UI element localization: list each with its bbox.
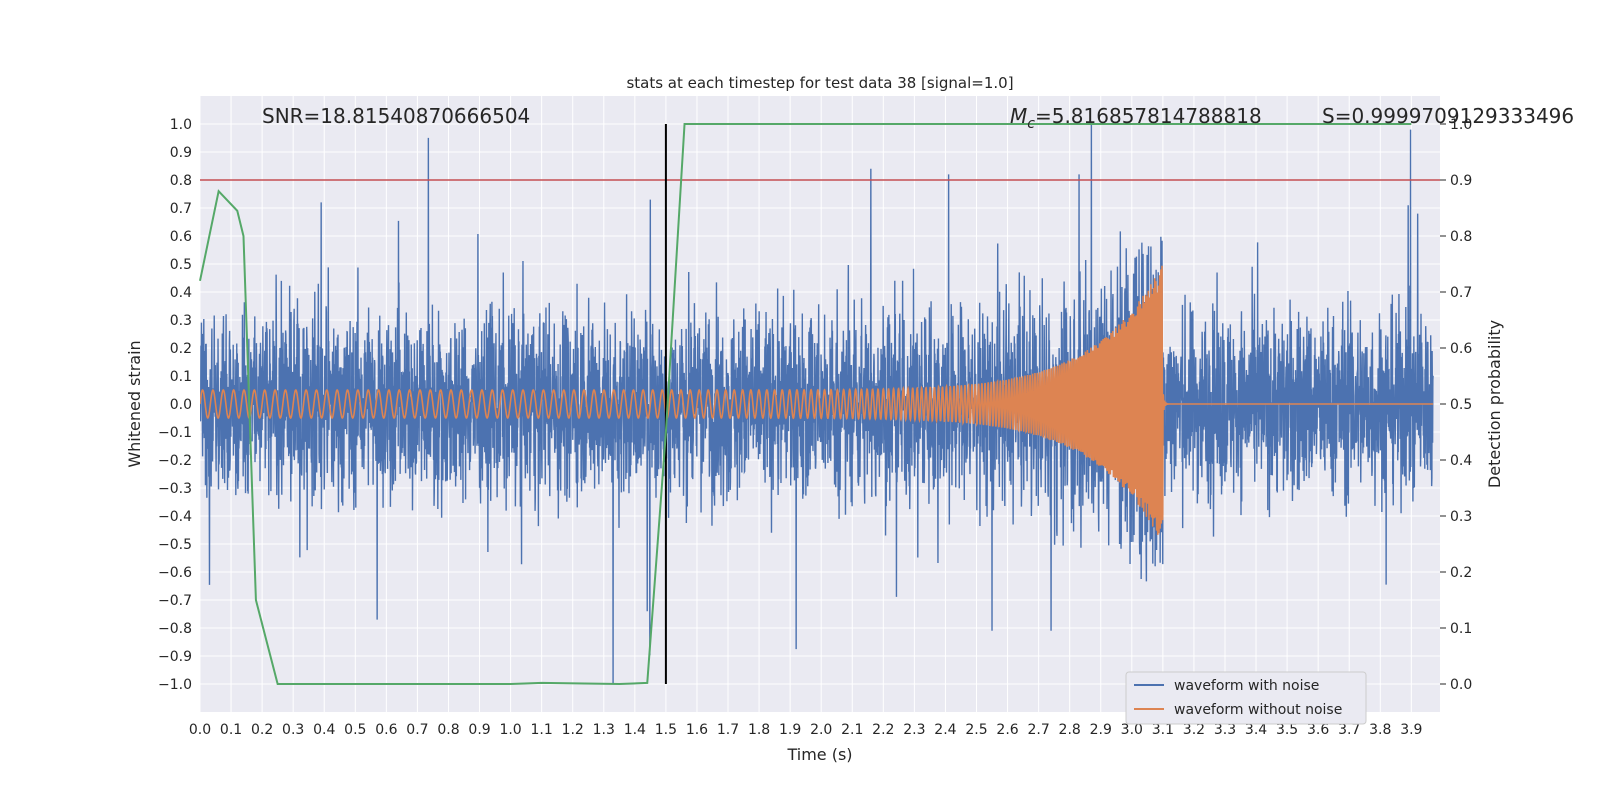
s-annotation: S=0.9999709129333496 — [1322, 104, 1574, 128]
x-tick-label: 0.3 — [282, 722, 304, 738]
x-tick-label: 0.7 — [406, 722, 428, 738]
y2-tick-label: 0.2 — [1450, 565, 1472, 581]
y-tick-label: 0.1 — [170, 369, 192, 385]
series-clean — [200, 265, 1434, 535]
mc-value: =5.816857814788818 — [1035, 104, 1262, 128]
x-tick-label: 3.4 — [1245, 722, 1267, 738]
x-tick-label: 0.4 — [313, 722, 335, 738]
y2-tick-label: 0.3 — [1450, 509, 1472, 525]
overlay — [199, 123, 1440, 686]
y-tick-label: −1.0 — [158, 677, 192, 693]
y-tick-label: 0.4 — [170, 285, 192, 301]
y-tick-label: −0.2 — [158, 453, 192, 469]
x-tick-label: 2.6 — [996, 722, 1018, 738]
x-tick-label: 2.0 — [810, 722, 832, 738]
x-tick-label: 3.3 — [1214, 722, 1236, 738]
legend-label-noise: waveform with noise — [1174, 678, 1319, 694]
x-tick-label: 0.5 — [344, 722, 366, 738]
y-tick-label: 0.0 — [170, 397, 192, 413]
x-tick-label: 3.5 — [1276, 722, 1298, 738]
y2-axis-label: Detection probability — [1485, 320, 1504, 488]
y-tick-label: −0.3 — [158, 481, 192, 497]
x-tick-label: 1.7 — [717, 722, 739, 738]
y-tick-label: 0.8 — [170, 173, 192, 189]
y2-tick-label: 0.7 — [1450, 285, 1472, 301]
y2-tick-label: 1.0 — [1450, 117, 1472, 133]
chart-title: stats at each timestep for test data 38 … — [626, 74, 1013, 92]
y2-tick-label: 0.5 — [1450, 397, 1472, 413]
x-tick-label: 0.6 — [375, 722, 397, 738]
y-tick-label: −0.9 — [158, 649, 192, 665]
x-tick-label: 0.8 — [437, 722, 459, 738]
y-tick-label: 1.0 — [170, 117, 192, 133]
y-tick-label: 0.6 — [170, 229, 192, 245]
x-tick-label: 1.2 — [562, 722, 584, 738]
x-tick-label: 3.6 — [1307, 722, 1329, 738]
y-tick-label: 0.3 — [170, 313, 192, 329]
mc-annotation: Mc=5.816857814788818 — [1010, 104, 1262, 132]
y-axis-label: Whitened strain — [125, 340, 144, 467]
x-axis-label: Time (s) — [786, 745, 852, 764]
x-tick-label: 1.0 — [499, 722, 521, 738]
y2-tick-label: 0.6 — [1450, 341, 1472, 357]
x-tick-label: 2.1 — [841, 722, 863, 738]
series-line-clean — [200, 265, 1434, 535]
axes-text: 0.0 0.1 0.2 0.3 0.4 0.5 0.6 0.7 0.8 0.9 1.0 1.1 1.2 1… — [158, 117, 1472, 738]
y-tick-label: −0.1 — [158, 425, 192, 441]
x-tick-label: 3.7 — [1338, 722, 1360, 738]
x-tick-label: 1.9 — [779, 722, 801, 738]
y2-tick-label: 0.1 — [1450, 621, 1472, 637]
x-tick-label: 2.8 — [1059, 722, 1081, 738]
y2-tick-label: 0.8 — [1450, 229, 1472, 245]
legend: waveform with noise waveform without noi… — [1125, 671, 1367, 725]
y-tick-label: 0.7 — [170, 201, 192, 217]
x-tick-label: 3.8 — [1369, 722, 1391, 738]
y-tick-label: −0.8 — [158, 621, 192, 637]
series-line-probability — [199, 123, 1412, 686]
y-tick-label: 0.2 — [170, 341, 192, 357]
x-tick-label: 2.5 — [965, 722, 987, 738]
x-tick-label: 2.7 — [1027, 722, 1049, 738]
x-tick-label: 0.1 — [220, 722, 242, 738]
x-tick-label: 0.9 — [468, 722, 490, 738]
x-tick-label: 0.2 — [251, 722, 273, 738]
mc-subscript: c — [1027, 116, 1035, 132]
x-tick-label: 0.0 — [189, 722, 211, 738]
x-tick-label: 2.3 — [903, 722, 925, 738]
y2-tick-label: 0.0 — [1450, 677, 1472, 693]
y-tick-label: 0.5 — [170, 257, 192, 273]
x-tick-label: 1.1 — [531, 722, 553, 738]
series-line-noise — [200, 123, 1434, 685]
legend-box — [1125, 671, 1367, 725]
x-tick-label: 3.1 — [1152, 722, 1174, 738]
x-tick-label: 2.9 — [1090, 722, 1112, 738]
x-tick-label: 1.8 — [748, 722, 770, 738]
x-tick-label: 3.0 — [1121, 722, 1143, 738]
x-tick-label: 2.4 — [934, 722, 956, 738]
y-tick-label: −0.7 — [158, 593, 192, 609]
x-tick-label: 1.3 — [593, 722, 615, 738]
x-tick-label: 1.6 — [686, 722, 708, 738]
series-noise — [200, 123, 1434, 685]
legend-label-clean: waveform without noise — [1174, 702, 1342, 718]
y-tick-label: −0.4 — [158, 509, 192, 525]
y2-tick-label: 0.4 — [1450, 453, 1472, 469]
mc-symbol: M — [1010, 104, 1027, 128]
x-tick-label: 2.2 — [872, 722, 894, 738]
x-tick-label: 1.4 — [624, 722, 646, 738]
y-tick-label: −0.5 — [158, 537, 192, 553]
x-tick-label: 1.5 — [655, 722, 677, 738]
snr-annotation: SNR=18.81540870666504 — [262, 104, 530, 128]
x-tick-label: 3.2 — [1183, 722, 1205, 738]
y2-tick-label: 0.9 — [1450, 173, 1472, 189]
y-tick-label: −0.6 — [158, 565, 192, 581]
y-tick-label: 0.9 — [170, 145, 192, 161]
x-tick-label: 3.9 — [1400, 722, 1422, 738]
